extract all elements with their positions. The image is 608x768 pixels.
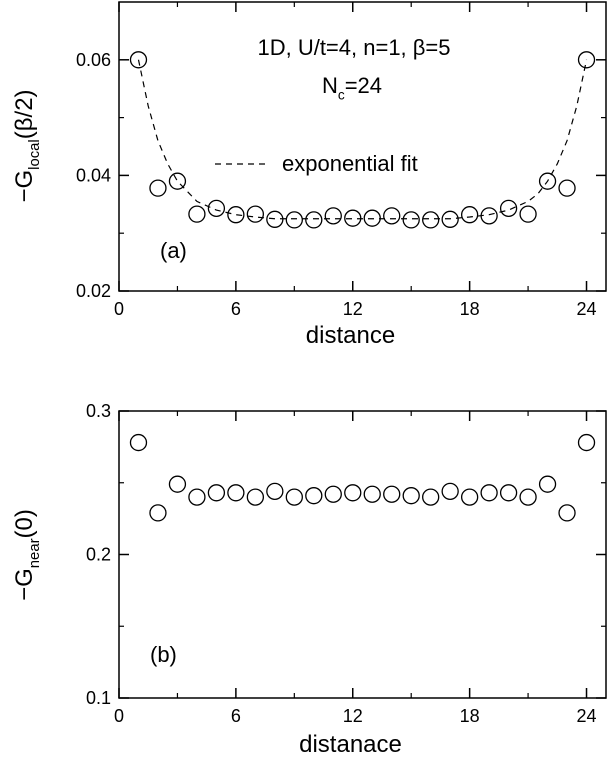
x-axis-label: distance	[306, 322, 395, 349]
data-point	[285, 211, 303, 229]
data-point	[383, 207, 401, 225]
data-point	[168, 475, 187, 493]
data-point	[538, 475, 557, 493]
y-tick-label: 0.02	[76, 281, 111, 301]
panel-label: (b)	[150, 642, 177, 667]
data-point	[577, 433, 596, 452]
data-point	[305, 211, 323, 229]
data-point	[519, 488, 537, 506]
data-point	[363, 485, 381, 503]
data-point	[188, 205, 206, 223]
data-point	[207, 199, 226, 217]
text-segment: local	[27, 139, 43, 170]
data-point	[207, 484, 226, 502]
y-tick-label: 0.3	[86, 401, 111, 421]
text-segment: −G	[11, 568, 38, 601]
y-axis-label: −Glocal(β/2)	[11, 89, 43, 202]
data-point	[441, 482, 459, 501]
data-point	[499, 199, 518, 217]
data-point	[324, 207, 342, 225]
data-point	[227, 206, 245, 224]
text-segment: N	[322, 73, 338, 98]
data-point	[129, 51, 148, 69]
data-point	[422, 211, 440, 229]
text-segment: −G	[11, 170, 38, 203]
x-tick-label: 24	[577, 299, 597, 319]
x-tick-label: 18	[460, 299, 480, 319]
data-point	[519, 205, 537, 223]
data-point	[460, 488, 479, 506]
annotation: Nc=24	[322, 73, 382, 103]
data-point	[246, 205, 265, 223]
y-axis-label: −Gnear(0)	[11, 509, 43, 601]
data-point	[246, 488, 265, 506]
x-tick-label: 6	[231, 706, 241, 726]
text-segment: near	[27, 538, 43, 568]
data-point	[402, 211, 420, 229]
data-point	[460, 206, 479, 224]
plot-frame	[118, 410, 607, 699]
data-point	[305, 487, 323, 505]
text-segment: (0)	[11, 509, 38, 538]
data-point	[168, 172, 187, 190]
data-point	[129, 433, 148, 452]
x-tick-label: 12	[343, 706, 363, 726]
text-segment: (β/2)	[11, 89, 38, 139]
x-tick-label: 18	[460, 706, 480, 726]
text-segment: =24	[345, 73, 382, 98]
data-point	[285, 488, 303, 506]
plot-frame	[118, 1, 607, 292]
x-tick-label: 12	[343, 299, 363, 319]
data-point	[188, 488, 206, 506]
x-axis-label: distanace	[299, 731, 402, 758]
data-point	[324, 485, 342, 503]
data-point	[441, 210, 459, 228]
text-segment: 1D, U/t=4, n=1, β=5	[257, 35, 450, 60]
data-point	[402, 487, 420, 505]
data-point	[149, 179, 167, 197]
legend-label: exponential fit	[282, 151, 418, 176]
data-point	[422, 488, 440, 506]
data-point	[558, 504, 576, 522]
data-point	[558, 179, 576, 197]
x-tick-label: 0	[114, 299, 124, 319]
y-tick-label: 0.1	[86, 688, 111, 708]
data-point	[383, 485, 401, 503]
data-point	[577, 51, 596, 69]
y-tick-label: 0.06	[76, 50, 111, 70]
y-tick-label: 0.04	[76, 165, 111, 185]
x-tick-label: 6	[231, 299, 241, 319]
data-point	[538, 172, 557, 190]
panel-label: (a)	[160, 238, 187, 263]
x-tick-label: 0	[114, 706, 124, 726]
data-point	[480, 484, 498, 502]
data-point	[266, 482, 284, 501]
text-segment: c	[338, 88, 345, 103]
fit-line	[137, 59, 588, 220]
data-point	[344, 484, 362, 502]
y-tick-label: 0.2	[86, 545, 111, 565]
data-point	[499, 484, 518, 502]
x-tick-label: 24	[577, 706, 597, 726]
data-point	[149, 504, 167, 522]
data-point	[227, 484, 245, 502]
annotation: 1D, U/t=4, n=1, β=5	[257, 35, 450, 60]
